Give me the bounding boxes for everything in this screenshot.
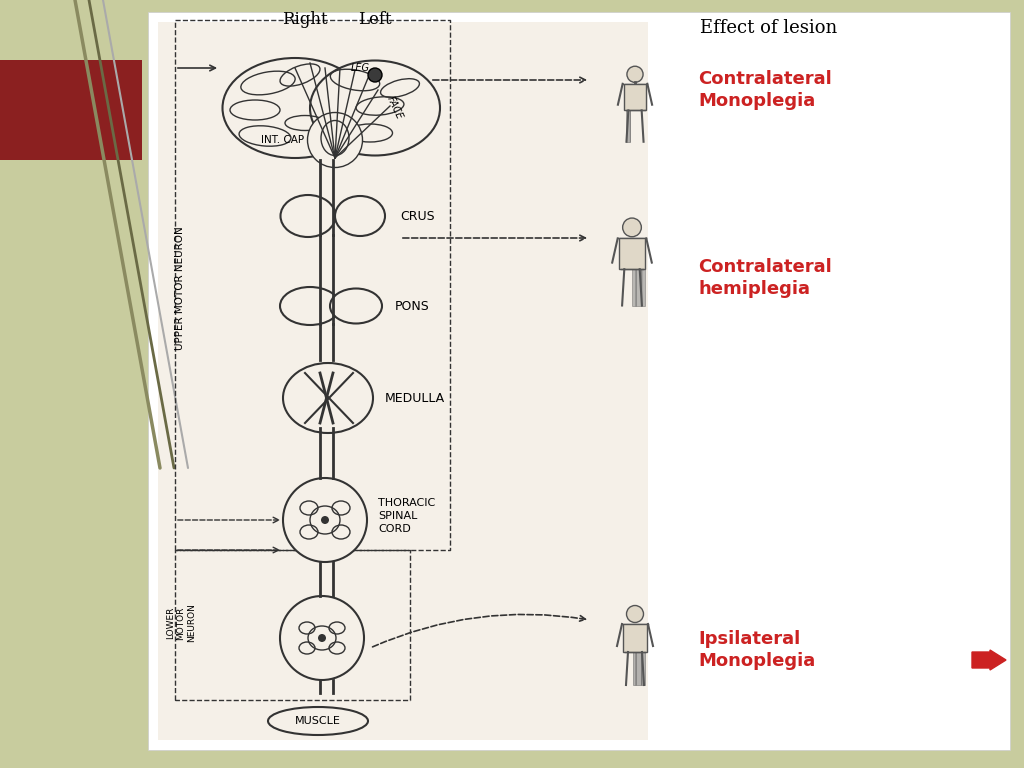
Text: INT. CAP: INT. CAP <box>261 135 304 145</box>
Text: Right: Right <box>283 12 328 28</box>
Ellipse shape <box>281 195 336 237</box>
Circle shape <box>627 605 643 623</box>
Circle shape <box>623 218 641 237</box>
FancyBboxPatch shape <box>148 12 1010 750</box>
Ellipse shape <box>300 525 318 539</box>
Ellipse shape <box>332 525 350 539</box>
Bar <box>624 84 646 111</box>
Text: LEG: LEG <box>350 63 370 73</box>
Ellipse shape <box>332 501 350 515</box>
Ellipse shape <box>300 501 318 515</box>
Text: MEDULLA: MEDULLA <box>385 392 445 405</box>
Text: FACE: FACE <box>385 94 404 121</box>
Bar <box>618 238 645 270</box>
Ellipse shape <box>280 287 340 325</box>
Ellipse shape <box>310 61 440 155</box>
Ellipse shape <box>329 622 345 634</box>
Bar <box>626 111 630 142</box>
Text: THORACIC
SPINAL
CORD: THORACIC SPINAL CORD <box>378 498 435 535</box>
Circle shape <box>283 478 367 562</box>
Bar <box>632 240 645 306</box>
Ellipse shape <box>330 289 382 323</box>
Ellipse shape <box>335 196 385 236</box>
Text: Effect of lesion: Effect of lesion <box>700 19 838 37</box>
Text: LOWER
MOTOR
NEURON: LOWER MOTOR NEURON <box>166 604 196 643</box>
Ellipse shape <box>268 707 368 735</box>
Bar <box>0 60 142 160</box>
Bar <box>158 22 648 740</box>
Circle shape <box>627 66 643 82</box>
Ellipse shape <box>307 112 362 167</box>
Ellipse shape <box>283 363 373 433</box>
Ellipse shape <box>329 642 345 654</box>
Circle shape <box>321 516 329 524</box>
Ellipse shape <box>299 642 315 654</box>
Ellipse shape <box>222 58 368 158</box>
Text: MUSCLE: MUSCLE <box>295 716 341 726</box>
Text: Ipsilateral
Monoplegia: Ipsilateral Monoplegia <box>698 630 815 670</box>
Text: UPPER MOTOR NEURON: UPPER MOTOR NEURON <box>175 226 185 350</box>
Circle shape <box>280 596 364 680</box>
Text: Left: Left <box>358 12 392 28</box>
Circle shape <box>318 634 326 642</box>
Circle shape <box>368 68 382 82</box>
Bar <box>623 624 647 652</box>
FancyArrow shape <box>972 650 1006 670</box>
Ellipse shape <box>299 622 315 634</box>
Bar <box>633 652 645 685</box>
Text: CRUS: CRUS <box>400 210 434 223</box>
Text: PONS: PONS <box>395 300 430 313</box>
Text: Contralateral
hemiplegia: Contralateral hemiplegia <box>698 258 831 298</box>
Text: Contralateral
Monoplegia: Contralateral Monoplegia <box>698 70 831 110</box>
